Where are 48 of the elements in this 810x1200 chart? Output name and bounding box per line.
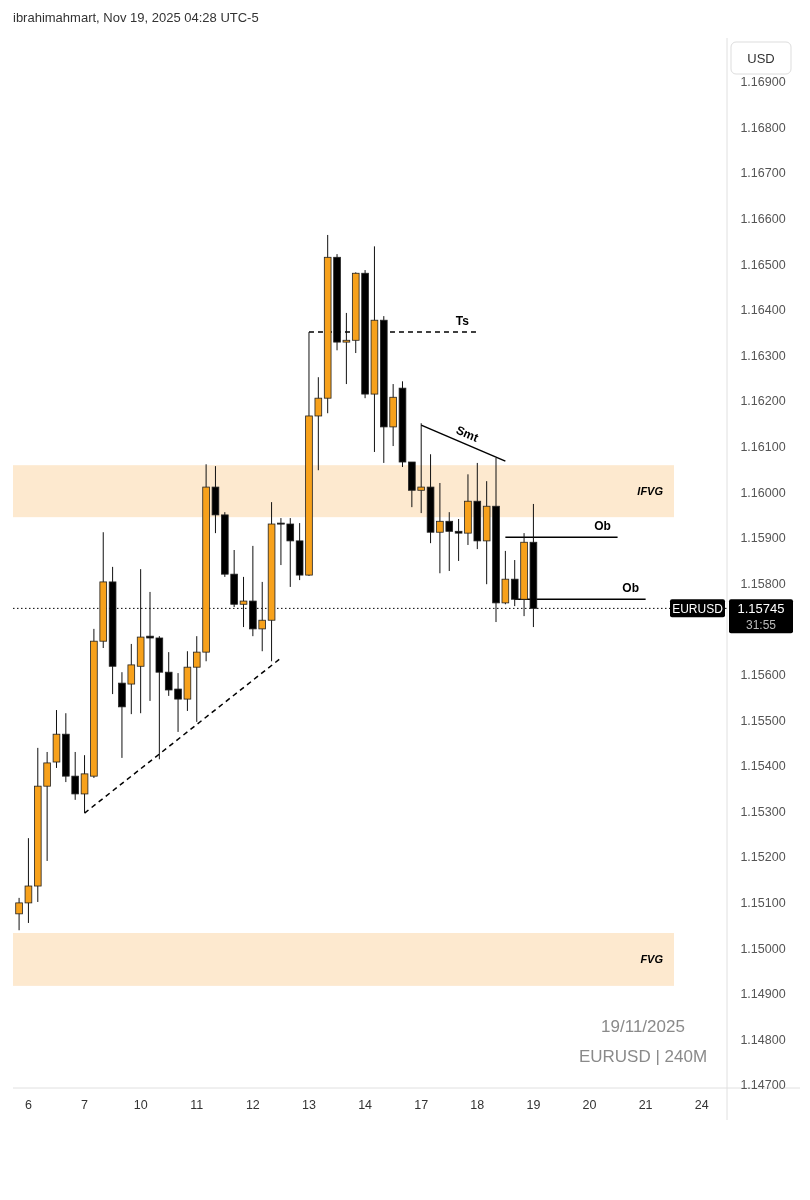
y-tick-label: 1.15200 — [740, 850, 786, 865]
y-tick-label: 1.16700 — [740, 166, 786, 181]
series-label: Ob — [622, 581, 639, 596]
x-tick-label: 12 — [245, 1098, 260, 1112]
y-tick-label: 1.16300 — [740, 348, 786, 363]
y-tick-label: 1.16100 — [740, 440, 786, 455]
x-tick-label: 19 — [526, 1098, 541, 1112]
x-tick-label: 17 — [414, 1098, 429, 1112]
band-label: IFVG — [637, 485, 664, 498]
x-tick-label: 6 — [24, 1098, 32, 1112]
x-tick-label: 20 — [582, 1098, 597, 1112]
y-tick-label: 1.16000 — [740, 485, 786, 500]
x-tick-label: 7 — [81, 1098, 89, 1112]
y-tick-label: 1.15400 — [740, 759, 786, 774]
x-tick-label: 18 — [470, 1098, 485, 1112]
y-tick-label: 1.14700 — [740, 1078, 786, 1093]
y-tick-label: 1.16400 — [740, 303, 786, 318]
y-tick-label: 1.15800 — [740, 576, 786, 591]
y-tick-label: 1.16900 — [740, 75, 786, 90]
y-tick-label: 1.14900 — [740, 987, 786, 1002]
text: Smt — [454, 423, 481, 445]
y-tick-label: 1.16600 — [740, 212, 786, 227]
y-tick-label: 1.15000 — [740, 941, 786, 956]
y-tick-label: 1.15300 — [740, 804, 786, 819]
y-axis-title: USD — [747, 51, 775, 66]
x-tick-label: 24 — [694, 1098, 709, 1112]
y-tick-label: 1.15600 — [740, 667, 786, 682]
y-tick-label: 1.16800 — [740, 120, 786, 135]
chart-title: ibrahimahmart, Nov 19, 2025 04:28 UTC-5 — [13, 10, 259, 25]
ref-line-label: EURUSD — [672, 601, 724, 616]
y-tick-label: 1.15500 — [740, 713, 786, 728]
series-label: Ob — [594, 519, 611, 534]
series-label: Ts — [455, 314, 470, 329]
band-label: FVG — [640, 953, 664, 966]
x-tick-label: 21 — [638, 1098, 653, 1112]
y-tick-label: 1.16500 — [740, 257, 786, 272]
y-tick-label: 1.15100 — [740, 895, 786, 910]
x-tick-label: 10 — [133, 1098, 148, 1112]
y-tick-label: 1.16200 — [740, 394, 786, 409]
y-tick-label: 1.14800 — [740, 1032, 786, 1047]
x-tick-label: 11 — [190, 1098, 204, 1112]
text: 1.15745 — [737, 601, 785, 617]
x-tick-label: 14 — [358, 1098, 373, 1112]
x-tick-label: 13 — [302, 1098, 316, 1112]
annotation: 19/11/2025 — [601, 1017, 685, 1036]
y-tick-label: 1.15900 — [740, 531, 786, 546]
text: 31:55 — [745, 618, 777, 633]
annotation: EURUSD | 240M — [578, 1047, 708, 1066]
